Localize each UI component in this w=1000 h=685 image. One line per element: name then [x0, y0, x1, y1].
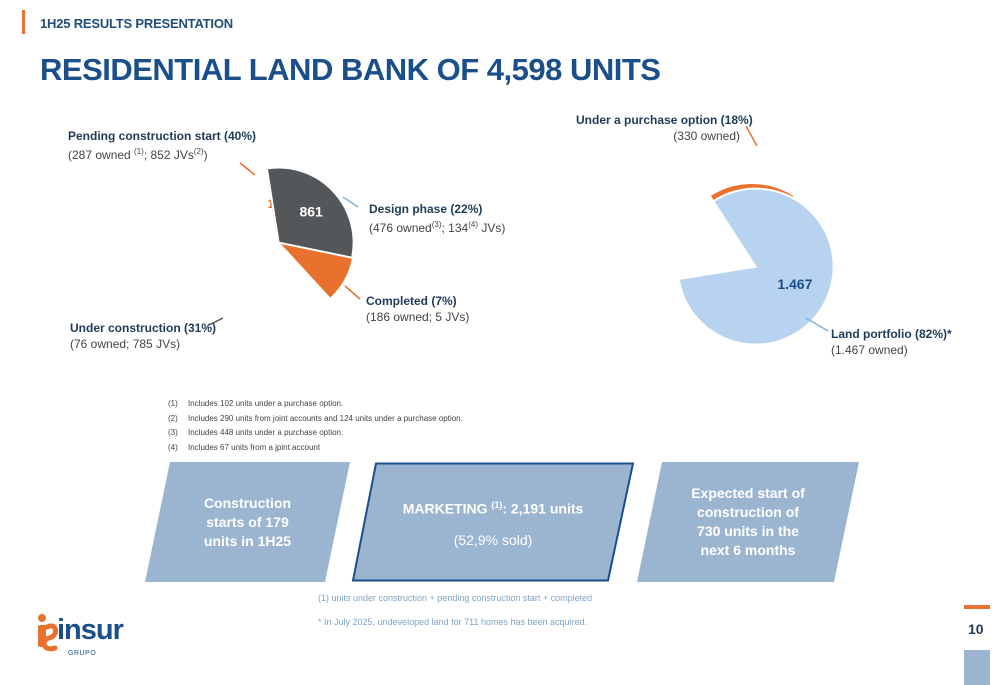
- footnote-item: (2) Includes 290 units from joint account…: [168, 413, 463, 423]
- label-pending-detail: (287 owned (1); 852 JVs(2)): [68, 147, 208, 162]
- label-option-title: Under a purchase option (18%): [576, 113, 753, 127]
- pie-chart-construction-status: 1.139610191861: [264, 165, 356, 301]
- box-marketing-sold: (52,9% sold): [453, 532, 533, 549]
- label-completed: Completed (7%) (186 owned; 5 JVs): [366, 293, 469, 325]
- label-design-title: Design phase (22%): [369, 202, 483, 216]
- label-purchase-option: Under a purchase option (18%) (330 owned…: [576, 112, 753, 144]
- box-construction-starts: Construction starts of 179 units in 1H25: [145, 462, 350, 582]
- pie-chart-land-portfolio: 3301.467: [677, 182, 835, 346]
- leader-line-pending: [239, 162, 256, 176]
- footnote-item: (4) Includes 67 units from a jpint accoun…: [168, 442, 321, 452]
- pie-data-label: 1.467: [777, 276, 812, 292]
- leader-line-completed: [344, 285, 361, 300]
- label-design-detail: (476 owned(3); 134(4) JVs): [369, 220, 506, 235]
- leader-line-portfolio: [805, 317, 829, 332]
- company-logo: insur GRUPO: [35, 612, 135, 660]
- leader-line-design: [342, 196, 359, 208]
- label-portfolio-detail: (1.467 owned): [831, 343, 908, 357]
- pie-slice: [677, 187, 835, 346]
- pie-charts: 1.139610191861 3301.467: [208, 125, 835, 346]
- label-under-construction: Under construction (31%) (76 owned; 785 …: [70, 320, 216, 352]
- page-accent-top: [964, 605, 990, 609]
- label-completed-title: Completed (7%): [366, 294, 457, 308]
- pie-slice: [265, 166, 355, 259]
- logo-subtitle: GRUPO: [68, 650, 97, 657]
- label-land-portfolio: Land portfolio (82%)* (1.467 owned): [831, 326, 952, 358]
- box-marketing: MARKETING (1): 2,191 units (52,9% sold): [351, 462, 635, 582]
- label-pending-title: Pending construction start (40%): [68, 129, 257, 143]
- footnote-item: (3) Includes 448 units under a purchase o…: [168, 428, 344, 438]
- label-option-detail: (330 owned): [673, 129, 740, 143]
- pie-data-label: 861: [299, 203, 323, 219]
- footnote-marketing-definition: (1) units under construction + pending c…: [318, 593, 593, 603]
- header-accent-bar: [22, 10, 25, 34]
- leader-lines: [208, 125, 829, 332]
- footnotes-list: (1) Includes 102 units under a purchase o…: [168, 397, 463, 455]
- page-title: RESIDENTIAL LAND BANK OF 4,598 UNITS: [40, 52, 661, 87]
- label-under-detail: (76 owned; 785 JVs): [70, 337, 181, 351]
- label-completed-detail: (186 owned; 5 JVs): [366, 310, 470, 324]
- box-expected-starts-text: Expected start of construction of 730 un…: [691, 485, 805, 558]
- page-number: 10: [968, 621, 984, 637]
- box-expected-starts: Expected start of construction of 730 un…: [637, 462, 859, 582]
- label-design-phase: Design phase (22%) (476 owned(3); 134(4)…: [369, 201, 505, 236]
- footnote-land-acquisition: * In July 2025, undeveloped land for 711…: [318, 617, 588, 627]
- box-marketing-title: MARKETING (1): 2,191 units: [402, 499, 584, 517]
- logo-wordmark: insur: [57, 614, 124, 646]
- label-under-title: Under construction (31%): [70, 321, 217, 335]
- leader-line-option: [745, 125, 758, 147]
- footnote-item: (1) Includes 102 units under a purchase o…: [168, 399, 344, 408]
- logo-mark-icon: [38, 614, 58, 652]
- leader-line-under: [208, 317, 224, 326]
- section-kicker: 1H25 RESULTS PRESENTATION: [40, 16, 233, 31]
- label-portfolio-title: Land portfolio (82%)*: [831, 327, 952, 341]
- label-pending-construction: Pending construction start (40%) (287 ow…: [68, 128, 256, 163]
- page-accent-bottom: [964, 650, 990, 685]
- box-construction-starts-text: Construction starts of 179 units in 1H25: [203, 494, 292, 549]
